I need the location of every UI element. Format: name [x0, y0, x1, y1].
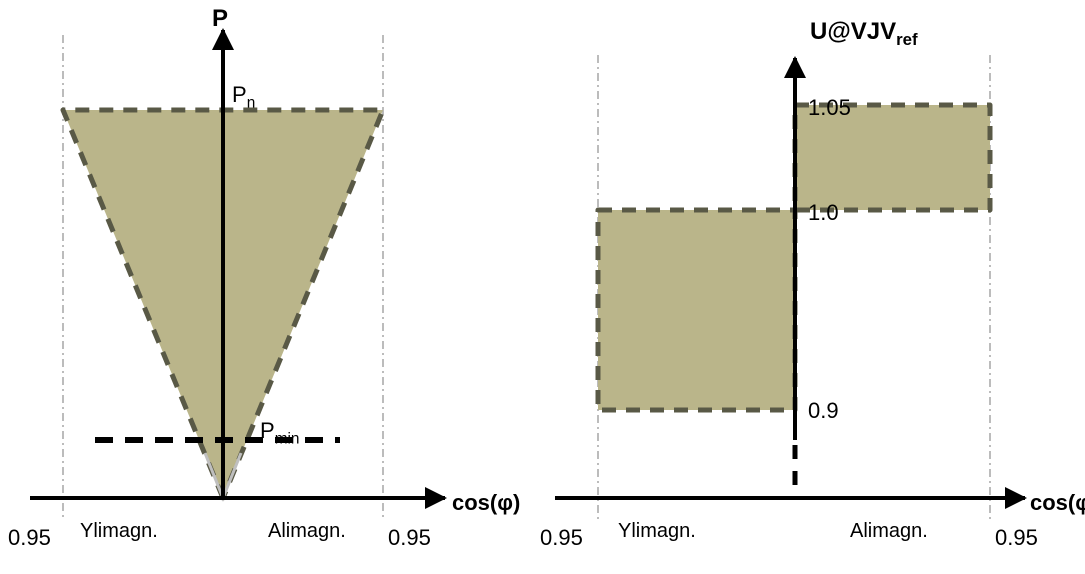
right-tick-105: 1.05: [808, 95, 851, 121]
right-tick-10: 1.0: [808, 200, 839, 226]
right-tick-left: 0.95: [540, 525, 583, 551]
diagram-canvas: [0, 0, 1085, 574]
right-tick-right: 0.95: [995, 525, 1038, 551]
left-pmin-label: Pmin: [260, 418, 300, 448]
left-x-axis-title: cos(φ): [452, 490, 520, 516]
left-cat-ylimagn: Ylimagn.: [80, 520, 158, 543]
left-tick-left: 0.95: [8, 525, 51, 551]
right-x-axis-title: cos(φ): [1030, 490, 1085, 516]
right-cat-alimagn: Alimagn.: [850, 520, 928, 543]
right-tick-09: 0.9: [808, 398, 839, 424]
left-pn-label: Pn: [232, 82, 255, 112]
left-tick-right: 0.95: [388, 525, 431, 551]
right-cat-ylimagn: Ylimagn.: [618, 520, 696, 543]
right-y-axis-title: U@VJVref: [810, 18, 918, 50]
left-y-axis-title: P: [212, 5, 228, 33]
left-cat-alimagn: Alimagn.: [268, 520, 346, 543]
